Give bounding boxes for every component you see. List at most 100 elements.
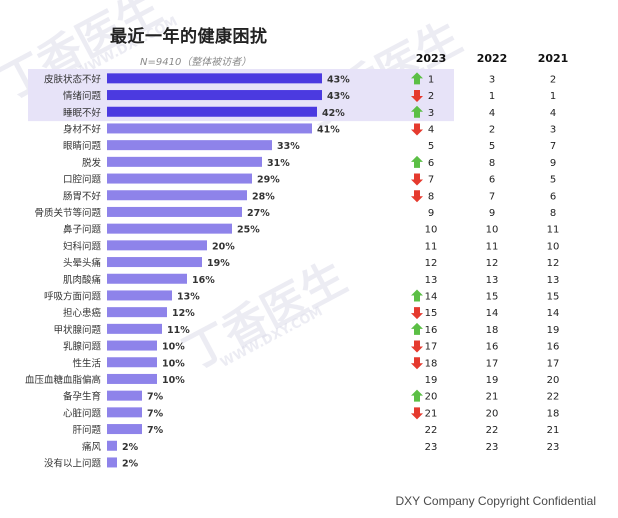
bar [107, 390, 142, 401]
trend-down-arrow-icon [411, 407, 423, 420]
rank-cell: 2 [489, 124, 495, 135]
category-label: 乳腺问题 [63, 341, 102, 353]
bar [107, 90, 322, 101]
trend-down-arrow-icon [411, 357, 423, 370]
rank-cell: 8 [489, 158, 495, 169]
data-label: 2% [122, 442, 139, 453]
rank-cell: 4 [489, 108, 495, 119]
bar [107, 357, 157, 368]
rank-cell: 15 [547, 291, 560, 302]
rank-cell: 13 [425, 275, 438, 286]
trend-up-arrow-icon [411, 105, 423, 118]
bar [107, 223, 232, 234]
rank-cell: 17 [425, 342, 438, 353]
rank-cell: 21 [486, 392, 499, 403]
bar [107, 73, 322, 84]
data-label: 41% [317, 124, 340, 135]
rank-cell: 17 [486, 358, 499, 369]
rank-cell: 22 [547, 392, 560, 403]
data-label: 11% [167, 325, 190, 336]
trend-down-arrow-icon [411, 173, 423, 186]
category-label: 眼睛问题 [63, 140, 102, 152]
rank-cell: 21 [425, 408, 438, 419]
bar [107, 290, 172, 301]
rank-cell: 12 [547, 258, 560, 269]
bar [107, 190, 247, 201]
data-label: 25% [237, 225, 260, 236]
rank-cell: 9 [550, 158, 556, 169]
data-label: 33% [277, 141, 300, 152]
rank-cell: 12 [486, 258, 499, 269]
rank-cell: 7 [428, 175, 434, 186]
category-label: 备孕生育 [63, 391, 101, 403]
rank-column-header: 2023 [416, 52, 447, 65]
bar [107, 424, 142, 435]
rank-column-header: 2021 [538, 52, 569, 65]
rank-cell: 17 [547, 358, 560, 369]
bar [107, 156, 262, 167]
data-label: 7% [147, 408, 164, 419]
rank-cell: 12 [425, 258, 438, 269]
rank-cell: 10 [547, 241, 560, 252]
rank-cell: 3 [428, 108, 434, 119]
category-label: 肝问题 [72, 424, 101, 436]
category-label: 脱发 [82, 157, 102, 169]
rank-cell: 5 [428, 141, 434, 152]
category-label: 口腔问题 [63, 174, 102, 186]
category-label: 鼻子问题 [63, 224, 102, 236]
rank-cell: 2 [550, 74, 556, 85]
trend-down-arrow-icon [411, 90, 423, 103]
rank-cell: 22 [486, 425, 499, 436]
rank-cell: 10 [425, 225, 438, 236]
rank-cell: 23 [547, 442, 560, 453]
category-label: 身材不好 [63, 123, 102, 135]
bar [107, 457, 117, 468]
rank-cell: 1 [550, 91, 556, 102]
rank-cell: 19 [547, 325, 560, 336]
bar [107, 173, 252, 184]
category-label: 睡眠不好 [63, 107, 102, 119]
rank-cell: 13 [547, 275, 560, 286]
rank-cell: 2 [428, 91, 434, 102]
rank-cell: 5 [550, 175, 556, 186]
rank-cell: 15 [425, 308, 438, 319]
bar [107, 273, 187, 284]
data-label: 42% [322, 108, 345, 119]
bar [107, 440, 117, 451]
rank-cell: 20 [425, 392, 438, 403]
trend-up-arrow-icon [411, 289, 423, 302]
rank-cell: 6 [550, 191, 556, 202]
rank-cell: 1 [489, 91, 495, 102]
bar [107, 307, 167, 318]
category-label: 情绪问题 [63, 90, 102, 102]
rank-cell: 14 [547, 308, 560, 319]
rank-cell: 16 [486, 342, 499, 353]
rank-cell: 1 [428, 74, 434, 85]
rank-cell: 11 [425, 241, 438, 252]
data-label: 2% [122, 458, 139, 469]
bar [107, 206, 242, 217]
chart-subtitle: N=9410（整体被访者） [140, 57, 252, 68]
trend-up-arrow-icon [411, 155, 423, 168]
rank-cell: 15 [486, 291, 499, 302]
rank-cell: 3 [489, 74, 495, 85]
data-label: 7% [147, 425, 164, 436]
data-label: 16% [192, 275, 215, 286]
footer-copyright: DXY Company Copyright Confidential [395, 494, 596, 508]
bar [107, 323, 162, 334]
trend-up-arrow-icon [411, 389, 423, 402]
rank-cell: 22 [425, 425, 438, 436]
bar [107, 140, 272, 151]
category-label: 血压血糖血脂偏高 [25, 374, 101, 386]
rank-cell: 4 [550, 108, 556, 119]
data-label: 19% [207, 258, 230, 269]
bar [107, 407, 142, 418]
category-label: 甲状腺问题 [53, 324, 101, 336]
data-label: 43% [327, 74, 350, 85]
rank-cell: 7 [489, 191, 495, 202]
rank-cell: 8 [550, 208, 556, 219]
category-label: 头晕头痛 [63, 257, 102, 269]
rank-cell: 4 [428, 124, 434, 135]
rank-cell: 10 [486, 225, 499, 236]
data-label: 10% [162, 342, 185, 353]
